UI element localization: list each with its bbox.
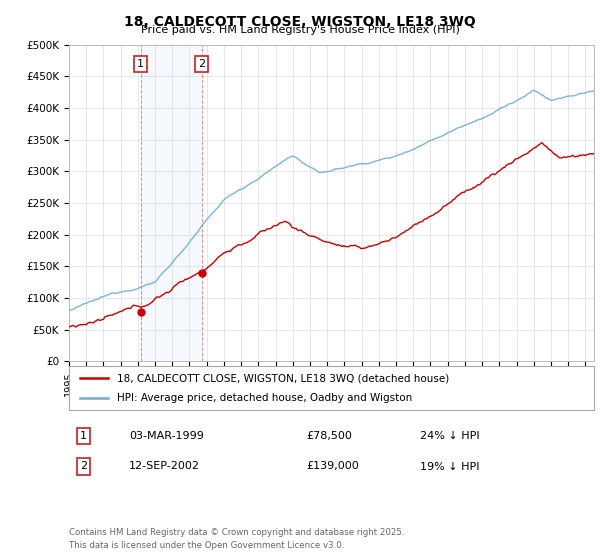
Text: 24% ↓ HPI: 24% ↓ HPI bbox=[420, 431, 479, 441]
Text: 1: 1 bbox=[80, 431, 87, 441]
Text: 12-SEP-2002: 12-SEP-2002 bbox=[129, 461, 200, 472]
Text: 1: 1 bbox=[137, 59, 144, 69]
Text: Contains HM Land Registry data © Crown copyright and database right 2025.
This d: Contains HM Land Registry data © Crown c… bbox=[69, 529, 404, 550]
Text: 18, CALDECOTT CLOSE, WIGSTON, LE18 3WQ (detached house): 18, CALDECOTT CLOSE, WIGSTON, LE18 3WQ (… bbox=[118, 373, 449, 383]
Text: 18, CALDECOTT CLOSE, WIGSTON, LE18 3WQ: 18, CALDECOTT CLOSE, WIGSTON, LE18 3WQ bbox=[124, 15, 476, 29]
Text: £78,500: £78,500 bbox=[306, 431, 352, 441]
Text: 2: 2 bbox=[80, 461, 87, 472]
Text: 19% ↓ HPI: 19% ↓ HPI bbox=[420, 461, 479, 472]
Text: HPI: Average price, detached house, Oadby and Wigston: HPI: Average price, detached house, Oadb… bbox=[118, 393, 413, 403]
Text: Price paid vs. HM Land Registry's House Price Index (HPI): Price paid vs. HM Land Registry's House … bbox=[140, 25, 460, 35]
Text: 03-MAR-1999: 03-MAR-1999 bbox=[129, 431, 204, 441]
Text: £139,000: £139,000 bbox=[306, 461, 359, 472]
Bar bbox=[141, 45, 202, 361]
Text: 2: 2 bbox=[198, 59, 205, 69]
